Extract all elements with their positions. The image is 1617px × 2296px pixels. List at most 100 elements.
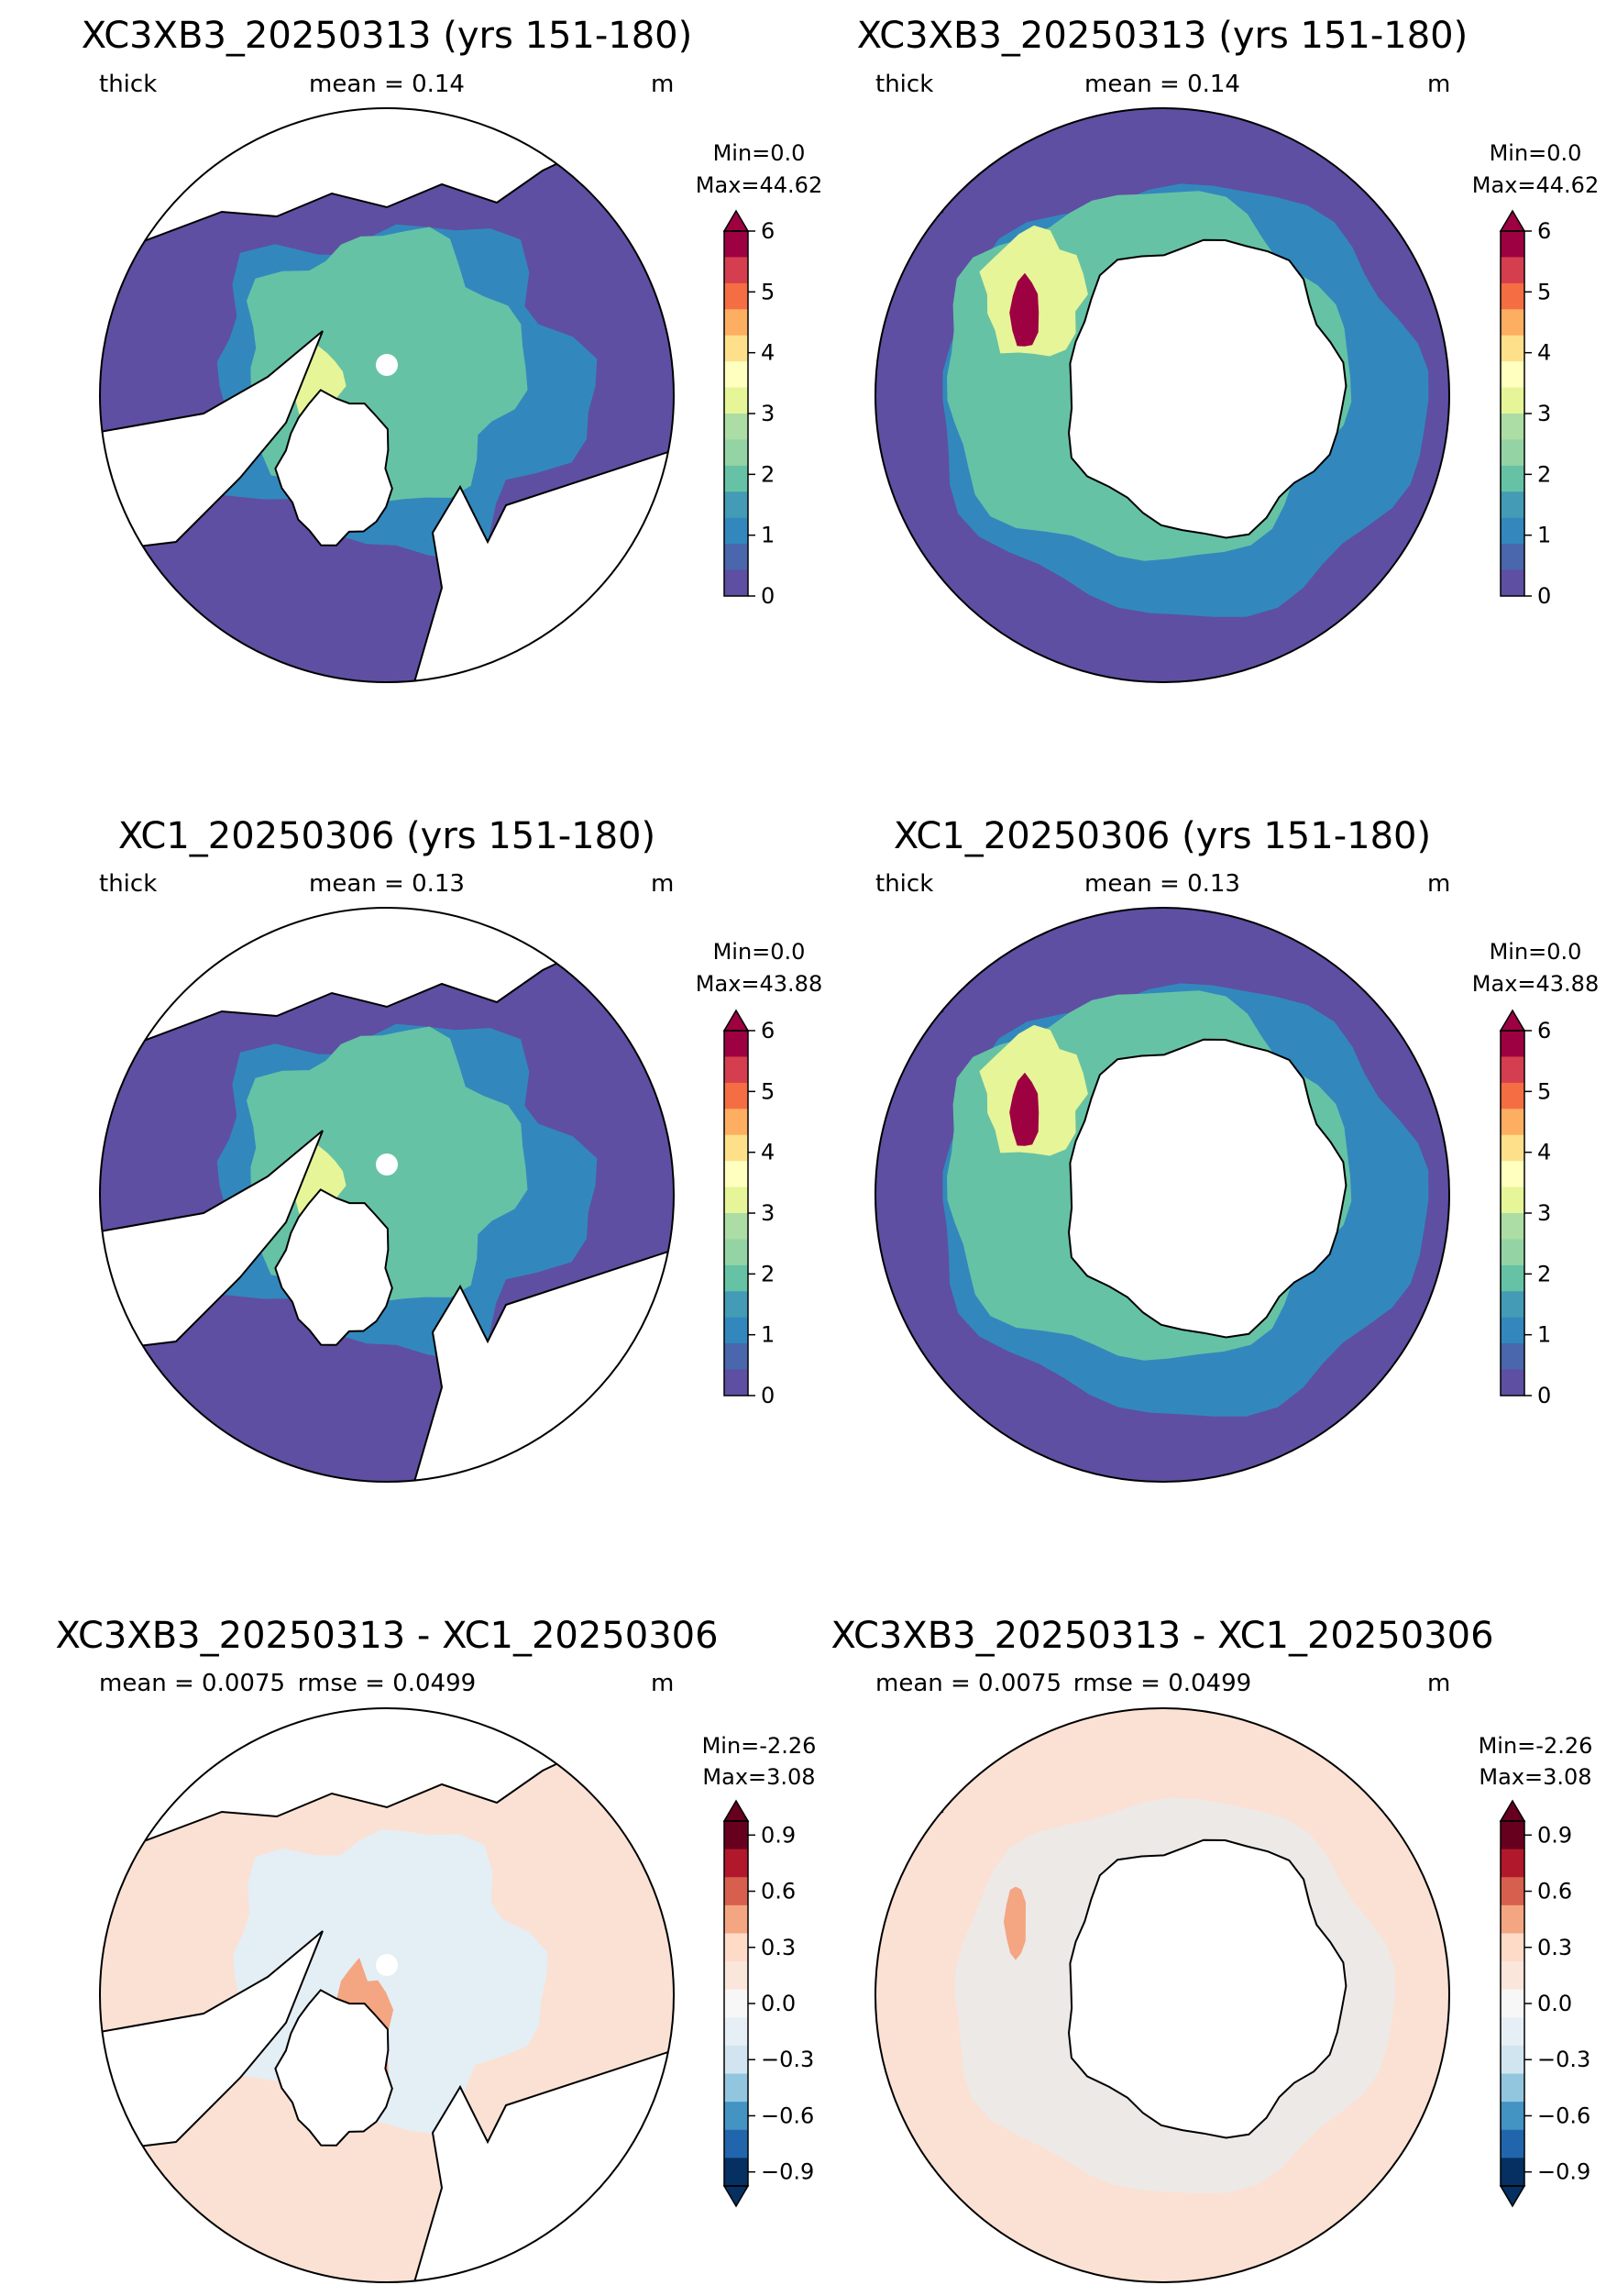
colorbar-tick-label: 2 [1537, 1261, 1551, 1286]
panel-1-mid-label: mean = 0.14 [309, 71, 465, 98]
colorbar-segment [724, 1904, 748, 1934]
colorbar-tick-label: 5 [1537, 1078, 1551, 1104]
panel-4-colorbar: 0 1 2 3 4 5 6 [1499, 1009, 1551, 1408]
diff-positive [1003, 1886, 1026, 1960]
panel-5-max-label: Max=3.08 [702, 1764, 815, 1790]
colorbar-tick-label: −0.9 [1537, 2159, 1590, 2185]
panel-2-left-label: thick [875, 71, 933, 98]
panel-3-title: XC1_20250306 (yrs 151-180) [118, 815, 655, 857]
colorbar-tick-label: 3 [761, 401, 775, 426]
colorbar-tick-label: 5 [761, 1078, 775, 1104]
colorbar-segment [1501, 1213, 1524, 1240]
colorbar-segment [724, 1187, 748, 1214]
panel-5-left-label: mean = 0.0075 [99, 1670, 285, 1697]
panel-2: XC3XB3_20250313 (yrs 151-180) thick mean… [857, 15, 1599, 683]
colorbar-segment [1501, 231, 1524, 258]
colorbar-segment [1501, 439, 1524, 467]
colorbar-segment [1501, 1989, 1524, 2018]
colorbar-segment [724, 1082, 748, 1109]
colorbar-min-arrow [722, 2185, 750, 2208]
panel-3-min-label: Min=0.0 [713, 939, 806, 965]
panel-1-max-label: Max=44.62 [696, 172, 822, 198]
colorbar-tick-label: 4 [1537, 340, 1551, 366]
panel-5-unit: m [651, 1670, 674, 1697]
pole-hole [376, 1954, 398, 1976]
colorbar-segment [724, 491, 748, 519]
colorbar-tick-label: −0.6 [1537, 2103, 1590, 2128]
colorbar-segment [724, 2102, 748, 2131]
map-boundary [874, 1707, 1450, 2283]
colorbar-segment [1501, 1109, 1524, 1136]
panel-5-map [99, 1707, 675, 2283]
colorbar-tick-label: 0 [1537, 583, 1551, 609]
colorbar-tick-label: 1 [761, 523, 775, 548]
colorbar-tick-label: 6 [761, 218, 775, 244]
colorbar-tick-label: 0.3 [1537, 1935, 1572, 1960]
colorbar-tick-label: 3 [1537, 401, 1551, 426]
colorbar-max-arrow [1499, 1799, 1526, 1822]
panel-6-colorbar: −0.9 −0.6 −0.3 0.0 0.3 0.6 0.9 [1499, 1799, 1590, 2208]
colorbar-segment [724, 1264, 748, 1292]
colorbar-segment [724, 2129, 748, 2158]
colorbar-tick-label: 0 [1537, 1383, 1551, 1408]
colorbar-min-arrow [1499, 2185, 1526, 2208]
panel-3-max-label: Max=43.88 [696, 971, 822, 997]
colorbar-tick-label: 1 [1537, 1322, 1551, 1348]
panel-6-max-label: Max=3.08 [1479, 1764, 1591, 1790]
panel-2-mid-label: mean = 0.14 [1084, 71, 1240, 98]
map-boundary [99, 907, 675, 1483]
panel-4-unit: m [1427, 870, 1450, 898]
ice-max [1009, 1072, 1040, 1146]
colorbar-tick-label: 6 [761, 1018, 775, 1043]
colorbar-segment [1501, 309, 1524, 337]
panel-1-left-label: thick [99, 71, 157, 98]
colorbar-segment [1501, 569, 1524, 597]
colorbar-segment [724, 1343, 748, 1371]
panel-4-mid-label: mean = 0.13 [1084, 870, 1240, 898]
map-boundary [874, 907, 1450, 1483]
colorbar-segment [1501, 1082, 1524, 1109]
panel-5-colorbar: −0.9 −0.6 −0.3 0.0 0.3 0.6 0.9 [722, 1799, 814, 2208]
panel-1-unit: m [651, 71, 674, 98]
colorbar-segment [724, 1317, 748, 1344]
panel-6-unit: m [1427, 1670, 1450, 1697]
colorbar-segment [1501, 2073, 1524, 2103]
panel-3: XC1_20250306 (yrs 151-180) thick mean = … [99, 815, 822, 1483]
colorbar-segment [1501, 1031, 1524, 1057]
colorbar-segment [1501, 544, 1524, 571]
map-boundary [99, 107, 675, 683]
colorbar-tick-label: 3 [1537, 1200, 1551, 1226]
colorbar-segment [1501, 1821, 1524, 1850]
colorbar-segment [724, 1989, 748, 2018]
panel-3-colorbar: 0 1 2 3 4 5 6 [722, 1009, 775, 1408]
colorbar-segment [1501, 1933, 1524, 1962]
colorbar-segment [724, 2073, 748, 2103]
colorbar-segment [724, 439, 748, 467]
colorbar-segment [724, 1849, 748, 1878]
colorbar-tick-label: 0 [761, 1383, 775, 1408]
land-antarctica [1067, 1838, 1348, 2139]
colorbar-segment [724, 2045, 748, 2075]
colorbar-tick-label: 0 [761, 583, 775, 609]
colorbar-segment [724, 282, 748, 310]
colorbar-segment [1501, 335, 1524, 362]
colorbar-segment [724, 335, 748, 362]
colorbar-tick-label: 0.6 [1537, 1879, 1572, 1904]
colorbar-tick-label: −0.3 [1537, 2047, 1590, 2072]
panel-4-min-label: Min=0.0 [1490, 939, 1582, 965]
panel-3-mid-label: mean = 0.13 [309, 870, 465, 898]
land-greenland [274, 389, 393, 546]
colorbar-segment [1501, 2017, 1524, 2047]
colorbar-segment [724, 1031, 748, 1057]
colorbar-segment [1501, 1877, 1524, 1906]
colorbar-segment [724, 544, 748, 571]
colorbar-tick-label: 2 [1537, 461, 1551, 487]
panel-3-unit: m [651, 870, 674, 898]
colorbar-segment [1501, 1161, 1524, 1188]
panel-5: XC3XB3_20250313 - XC1_20250306 mean = 0.… [55, 1615, 816, 2283]
colorbar-tick-label: 0.9 [761, 1822, 796, 1848]
colorbar-segment [724, 569, 748, 597]
colorbar-segment [724, 1056, 748, 1084]
pole-hole [376, 1154, 398, 1176]
